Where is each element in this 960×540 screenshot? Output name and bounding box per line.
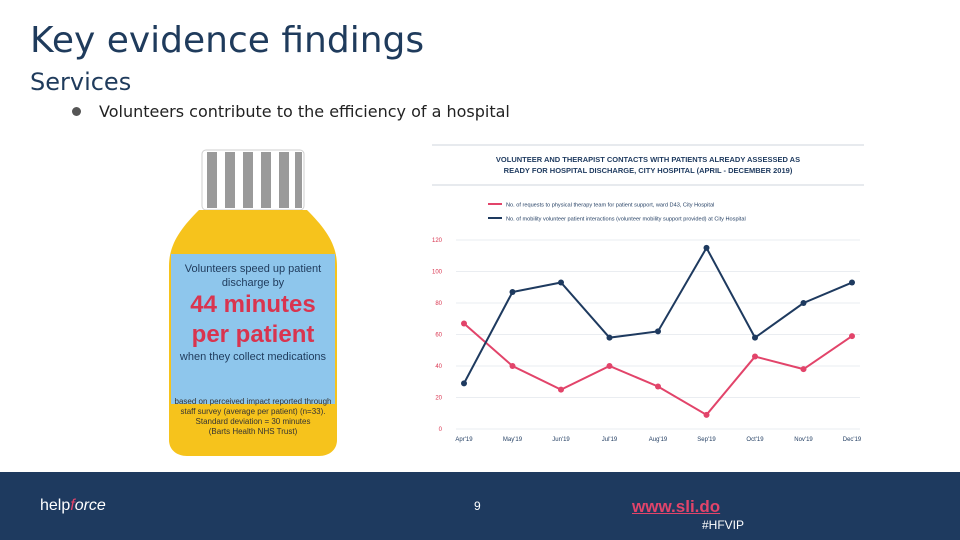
data-point: [606, 334, 613, 341]
data-point: [703, 244, 710, 251]
footnote-line-4: (Barts Health NHS Trust): [208, 427, 298, 436]
data-point: [461, 380, 467, 387]
data-point: [558, 386, 564, 393]
y-tick-label: 120: [432, 238, 443, 244]
x-tick-label: Sep'19: [697, 437, 716, 443]
x-tick-label: Aug'19: [649, 437, 668, 443]
x-tick-label: Dec'19: [843, 437, 862, 443]
page-number: 9: [474, 499, 481, 513]
footnote-line-2: staff survey (average per patient) (n=33…: [180, 407, 326, 416]
data-point: [800, 366, 807, 373]
x-tick-label: Oct'19: [746, 437, 764, 443]
x-tick-label: Jun'19: [552, 437, 570, 443]
bullet-text: Volunteers contribute to the efficiency …: [99, 102, 510, 121]
data-point: [558, 279, 564, 286]
bottle-line-3: when they collect medications: [179, 351, 327, 363]
x-tick-label: Apr'19: [455, 437, 473, 443]
data-point: [703, 411, 710, 418]
x-tick-label: Nov'19: [794, 437, 813, 443]
y-tick-label: 20: [435, 396, 442, 402]
bottle-line-2: discharge by: [221, 277, 285, 289]
footer-bar: [0, 472, 960, 540]
chart-legend: No. of requests to physical therapy team…: [488, 203, 746, 223]
data-point: [509, 363, 516, 369]
y-tick-label: 40: [435, 364, 442, 370]
logo-text-f: f: [70, 497, 75, 514]
bullet-icon: [72, 107, 81, 116]
data-point: [655, 383, 661, 390]
y-tick-label: 0: [439, 427, 443, 433]
chart-title-line-2: READY FOR HOSPITAL DISCHARGE, CITY HOSPI…: [504, 166, 793, 175]
data-point: [509, 288, 516, 295]
bottle-big-1: 44 minutes: [190, 291, 316, 318]
data-point: [655, 328, 661, 335]
y-tick-label: 100: [432, 270, 443, 276]
bottle-footnote: based on perceived impact reported throu…: [170, 397, 336, 437]
slide-title: Key evidence findings: [30, 20, 425, 61]
data-point: [800, 300, 807, 306]
chart-title-line-1: VOLUNTEER AND THERAPIST CONTACTS WITH PA…: [496, 155, 800, 164]
bottle-line-1: Volunteers speed up patient: [184, 263, 322, 275]
slido-link[interactable]: www.sli.do: [632, 497, 721, 516]
bullet-item: Volunteers contribute to the efficiency …: [72, 102, 510, 121]
bottle-big-2: per patient: [191, 321, 315, 348]
footnote-line-1: based on perceived impact reported throu…: [174, 397, 332, 406]
legend-label-0: No. of requests to physical therapy team…: [506, 203, 714, 209]
legend-label-1: No. of mobility volunteer patient intera…: [506, 217, 746, 223]
data-point: [849, 279, 855, 286]
logo-text-orce: orce: [74, 497, 106, 514]
series-line-1: [463, 245, 853, 384]
helpforce-logo: helpforce: [40, 497, 106, 515]
series-line-0: [463, 322, 853, 417]
data-point: [752, 334, 758, 341]
x-tick-label: Jul'19: [602, 437, 618, 443]
hashtag: #HFVIP: [702, 518, 745, 532]
logo-text-help: help: [40, 497, 71, 514]
footnote-line-3: Standard deviation = 30 minutes: [195, 417, 311, 426]
bottle-label: [171, 254, 335, 404]
x-tick-label: May'19: [503, 437, 523, 443]
data-point: [606, 363, 613, 369]
data-point: [849, 333, 855, 340]
slide-subtitle: Services: [30, 68, 132, 96]
y-tick-label: 60: [435, 333, 442, 339]
data-point: [752, 353, 758, 360]
data-point: [461, 320, 467, 327]
bottle-label-text: Volunteers speed up patient discharge by…: [172, 262, 334, 364]
line-chart: VOLUNTEER AND THERAPIST CONTACTS WITH PA…: [432, 144, 864, 443]
medicine-bottle-icon: [169, 149, 337, 456]
y-tick-label: 80: [435, 301, 442, 307]
